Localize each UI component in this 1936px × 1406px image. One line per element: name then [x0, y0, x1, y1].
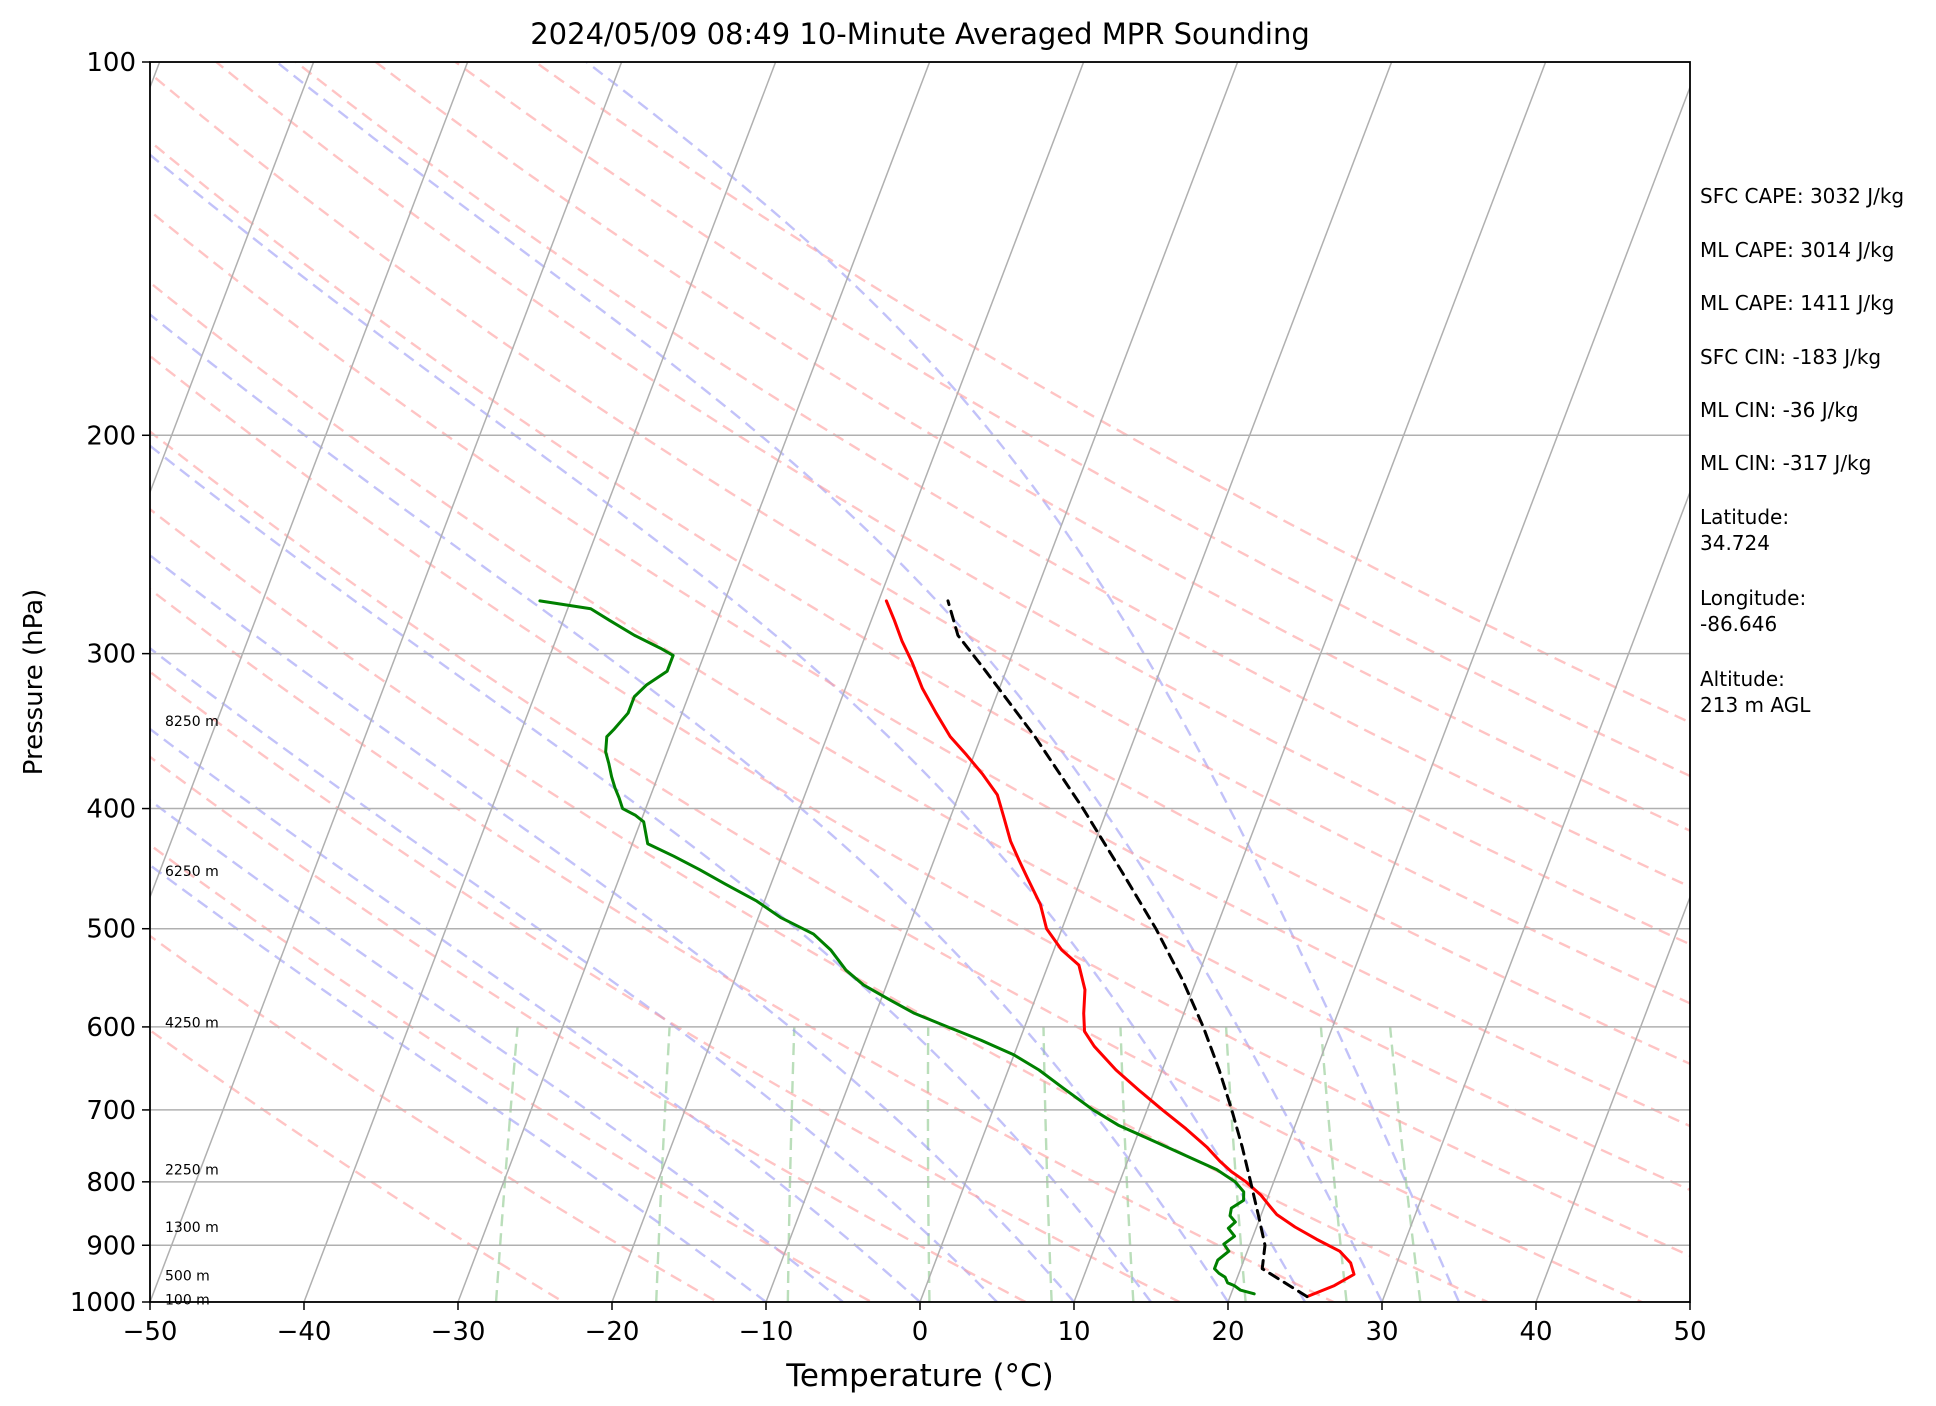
isotherm-line: [150, 62, 623, 1302]
x-tick-label: −20: [585, 1317, 640, 1347]
y-tick-label: 200: [86, 421, 136, 451]
y-tick-label: 500: [86, 915, 136, 945]
height-label: 500 m: [165, 1269, 210, 1285]
height-label: 2250 m: [165, 1163, 219, 1179]
parcel-profile: [946, 599, 1309, 1299]
side-annotations: SFC CAPE: 3032 J/kg ML CAPE: 3014 J/kg ML …: [1700, 184, 1904, 717]
mixing-ratio-line: [926, 1026, 931, 1302]
isobar-gridlines: [150, 62, 1690, 1302]
isotherm-line: [457, 62, 931, 1302]
x-tick-label: −40: [277, 1317, 332, 1347]
x-axis-ticks: −50 −40 −30 −20 −10 0 10 20 30 40 50: [123, 1302, 1707, 1347]
x-axis-label: Temperature (°C): [785, 1358, 1054, 1394]
moist-adiabat: [150, 798, 844, 1302]
isotherm-gridlines: [150, 62, 1690, 1302]
dry-adiabat: [150, 139, 1690, 1066]
dry-adiabat: [150, 209, 1690, 1128]
y-tick-label: 600: [86, 1013, 136, 1043]
x-tick-label: 30: [1365, 1317, 1398, 1347]
isotherm-line: [1073, 62, 1547, 1302]
x-tick-label: −30: [431, 1317, 486, 1347]
dry-adiabat: [150, 507, 1491, 1302]
isotherm-line: [765, 62, 1239, 1302]
y-tick-label: 400: [86, 795, 136, 825]
x-tick-label: 40: [1519, 1317, 1552, 1347]
height-label: 8250 m: [165, 714, 219, 730]
x-tick-label: −50: [123, 1317, 178, 1347]
annotation-line: Latitude:: [1700, 505, 1789, 529]
isotherm-line: [1535, 894, 1690, 1302]
moist-adiabat: [150, 313, 1230, 1302]
dry-adiabat: [454, 62, 1690, 778]
isotherm-line: [919, 62, 1393, 1302]
sounding-profiles: [538, 599, 1356, 1299]
moist-adiabats: [150, 62, 1461, 1302]
dry-adiabat: [534, 62, 1690, 724]
dry-adiabat: [150, 587, 1337, 1302]
dry-adiabat: [150, 71, 1690, 1005]
y-tick-label: 1000: [70, 1288, 136, 1318]
annotation-line: ML CAPE: 1411 J/kg: [1700, 291, 1894, 315]
mixing-ratio-line: [494, 1026, 519, 1302]
isotherm-line: [611, 62, 1085, 1302]
x-tick-label: 0: [912, 1317, 929, 1347]
x-tick-label: −10: [739, 1317, 794, 1347]
dry-adiabat: [150, 934, 720, 1302]
annotation-line: ML CIN: -317 J/kg: [1700, 451, 1871, 475]
dewpoint-profile: [538, 599, 1256, 1296]
x-tick-label: 50: [1673, 1317, 1706, 1347]
annotation-line: ML CAPE: 3014 J/kg: [1700, 238, 1894, 262]
y-tick-label: 100: [86, 48, 136, 78]
y-tick-label: 300: [86, 640, 136, 670]
annotation-line: SFC CIN: -183 J/kg: [1700, 345, 1881, 369]
dry-adiabat: [150, 755, 1029, 1302]
y-tick-label: 700: [86, 1096, 136, 1126]
moist-adiabat: [150, 863, 767, 1302]
dry-adiabat: [150, 430, 1645, 1302]
annotation-line: Altitude:: [1700, 667, 1785, 691]
mixing-ratio-line: [786, 1026, 796, 1302]
annotation-line: ML CIN: -36 J/kg: [1700, 398, 1859, 422]
isotherm-line: [150, 62, 469, 900]
mixing-ratio-line: [655, 1026, 671, 1302]
height-label: 6250 m: [165, 864, 219, 880]
y-tick-label: 800: [86, 1168, 136, 1198]
dry-adiabats: [150, 62, 1690, 1302]
x-tick-label: 20: [1211, 1317, 1244, 1347]
height-label: 1300 m: [165, 1220, 219, 1236]
height-labels: 8250 m 6250 m 4250 m 2250 m 1300 m 500 m 100 m: [165, 714, 219, 1308]
y-axis-ticks: 100 200 300 400 500 600 700 800 900 1000: [70, 48, 150, 1318]
annotation-line: Longitude:: [1700, 586, 1806, 610]
annotation-line: SFC CAPE: 3032 J/kg: [1700, 184, 1904, 208]
moist-adiabat: [150, 646, 998, 1302]
moist-adiabat: [275, 62, 1384, 1302]
moist-adiabat: [585, 62, 1461, 1302]
isotherm-line: [1381, 490, 1690, 1302]
mixing-ratio-line: [1319, 1026, 1348, 1302]
dry-adiabat: [295, 62, 1690, 889]
chart-title: 2024/05/09 08:49 10-Minute Averaged MPR …: [530, 17, 1310, 51]
moist-adiabat: [150, 153, 1307, 1302]
isotherm-line: [303, 62, 777, 1302]
isotherm-line: [150, 62, 315, 495]
annotation-line: 213 m AGL: [1700, 693, 1811, 717]
height-label: 4250 m: [165, 1015, 219, 1031]
y-axis-label: Pressure (hPa): [19, 589, 49, 776]
dry-adiabat: [215, 62, 1690, 946]
dry-adiabat: [375, 62, 1690, 832]
x-tick-label: 10: [1057, 1317, 1090, 1347]
y-tick-label: 900: [86, 1231, 136, 1261]
isotherm-line: [1227, 85, 1690, 1302]
dry-adiabat: [150, 843, 875, 1302]
mixing-ratio-line: [1388, 1026, 1422, 1302]
annotation-line: 34.724: [1700, 531, 1770, 555]
temperature-profile: [884, 599, 1356, 1299]
moist-adiabat: [150, 727, 921, 1302]
moist-adiabat: [150, 553, 1075, 1302]
annotation-line: -86.646: [1700, 612, 1777, 636]
height-label: 100 m: [165, 1292, 210, 1308]
